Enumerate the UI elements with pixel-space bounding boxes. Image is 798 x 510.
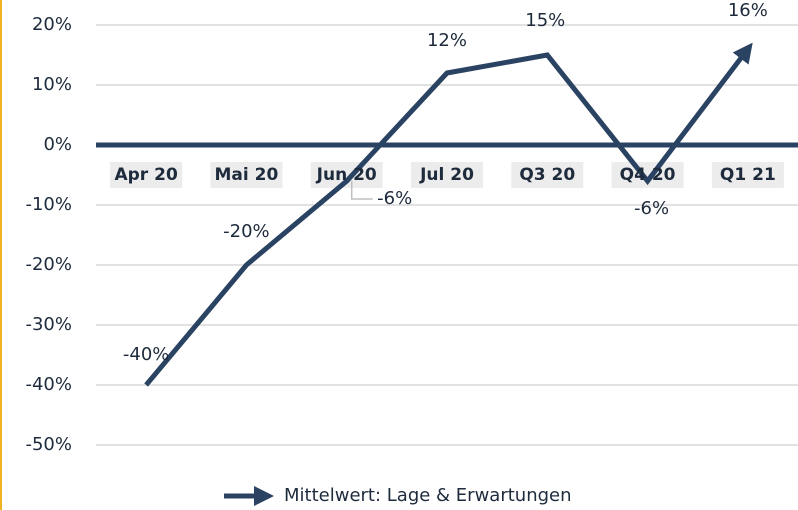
category-label-bg <box>210 162 283 188</box>
category-label-bg <box>511 162 584 188</box>
category-label-bg <box>110 162 183 188</box>
y-tick-label: -40% <box>25 374 72 395</box>
y-tick-label: 0% <box>43 134 72 155</box>
data-label: -40% <box>123 344 170 365</box>
category-label-bg <box>711 162 784 188</box>
data-label: 12% <box>427 30 467 51</box>
x-tick-label: Q4 20 <box>620 165 676 185</box>
x-tick-label: Apr 20 <box>114 165 177 185</box>
y-tick-label: -10% <box>25 194 72 215</box>
x-tick-label: Jun 20 <box>316 165 377 185</box>
leader-line <box>350 181 373 200</box>
data-label: -6% <box>377 188 412 209</box>
x-tick-label: Q3 20 <box>519 165 575 185</box>
y-tick-label: -20% <box>25 254 72 275</box>
y-tick-label: 20% <box>32 14 72 35</box>
y-tick-label: -50% <box>25 434 72 455</box>
x-tick-label: Q1 21 <box>720 165 776 185</box>
y-tick-label: -30% <box>25 314 72 335</box>
line <box>144 42 753 387</box>
category-label-bg <box>411 162 483 188</box>
x-tick-label: Mai 20 <box>215 165 279 185</box>
x-tick-label: Jul 20 <box>419 165 474 185</box>
data-label: -6% <box>634 198 669 219</box>
legend-label: Mittelwert: Lage & Erwartungen <box>284 485 572 506</box>
data-label: 16% <box>728 0 768 21</box>
data-label: -20% <box>223 221 270 242</box>
y-tick-label: 10% <box>32 74 72 95</box>
data-label: 15% <box>525 10 565 31</box>
